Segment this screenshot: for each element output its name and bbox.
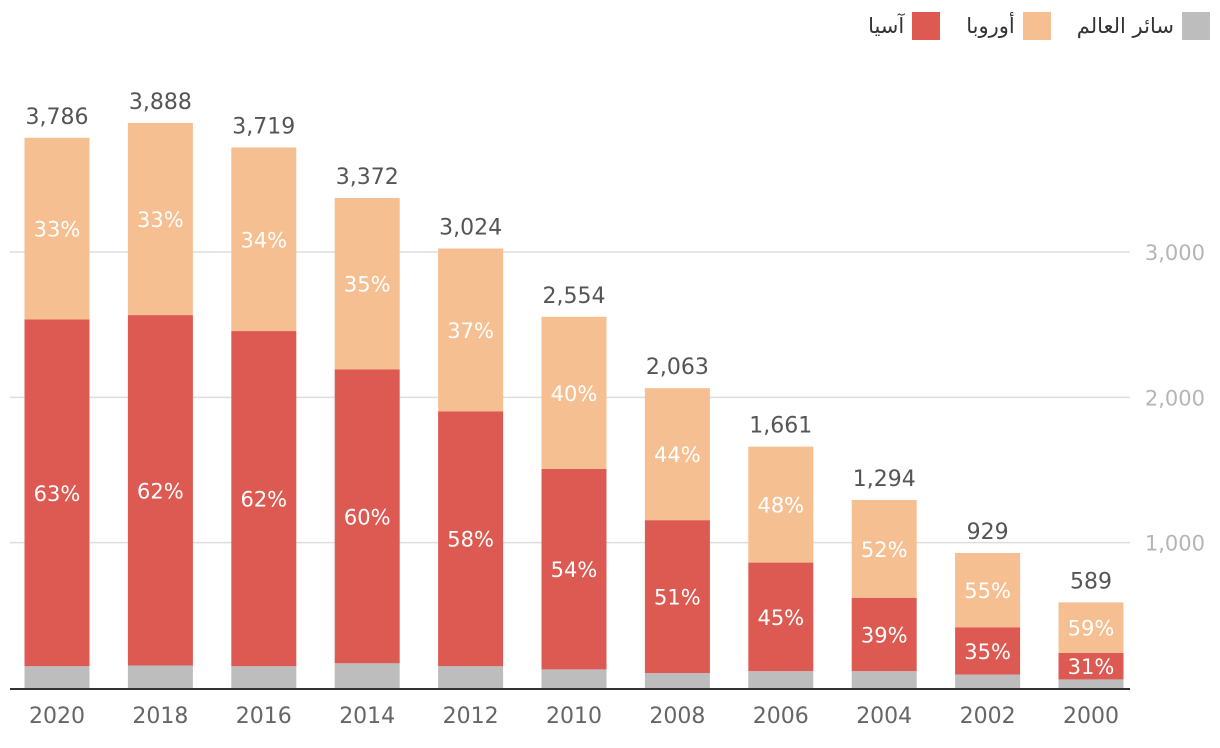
asia-percent-label: 62% bbox=[137, 479, 184, 503]
bar-segment-rest bbox=[438, 666, 504, 688]
bar-segment-europe bbox=[851, 499, 917, 598]
legend-swatch-rest bbox=[1182, 12, 1210, 40]
total-label: 2,063 bbox=[646, 355, 709, 380]
asia-percent-label: 54% bbox=[551, 558, 598, 582]
bar-segment-asia bbox=[1058, 652, 1124, 680]
bar-segment-europe bbox=[24, 137, 90, 320]
x-category-label: 2020 bbox=[29, 704, 85, 729]
bar-segment-rest bbox=[748, 671, 814, 688]
bar-segment-asia bbox=[334, 369, 400, 664]
legend-item-rest: سائر العالم bbox=[1077, 12, 1210, 40]
legend-label-asia: آسيا bbox=[868, 14, 905, 38]
bar-segment-asia bbox=[955, 627, 1021, 675]
legend-swatch-asia bbox=[912, 12, 941, 40]
total-label: 2,554 bbox=[543, 284, 606, 309]
bar-segment-rest bbox=[334, 663, 400, 688]
total-label: 3,372 bbox=[336, 165, 399, 190]
asia-percent-label: 60% bbox=[344, 505, 391, 529]
x-category-label: 2014 bbox=[339, 704, 395, 729]
x-category-label: 2016 bbox=[236, 704, 292, 729]
bar-segment-asia bbox=[748, 562, 814, 672]
bar-segment-europe bbox=[541, 316, 607, 469]
legend-item-europe: أوروبا bbox=[966, 12, 1051, 40]
europe-percent-label: 33% bbox=[137, 208, 184, 232]
europe-percent-label: 35% bbox=[344, 273, 391, 297]
bar-segment-asia bbox=[851, 597, 917, 672]
bar-segment-europe bbox=[127, 122, 193, 316]
bar-segment-asia bbox=[541, 468, 607, 670]
bar-segment-europe bbox=[1058, 602, 1124, 653]
bar-segment-asia bbox=[127, 315, 193, 666]
europe-percent-label: 44% bbox=[654, 443, 701, 467]
total-label: 1,661 bbox=[749, 414, 812, 439]
bar-segment-rest bbox=[24, 666, 90, 688]
asia-percent-label: 58% bbox=[447, 528, 494, 552]
bar-segment-rest bbox=[541, 669, 607, 688]
bar-segment-europe bbox=[955, 552, 1021, 628]
bar-segment-europe bbox=[334, 197, 400, 370]
europe-percent-label: 37% bbox=[447, 319, 494, 343]
x-category-label: 2018 bbox=[132, 704, 188, 729]
europe-percent-label: 33% bbox=[34, 218, 81, 242]
bar-segment-europe bbox=[231, 147, 297, 332]
legend: آسيا أوروبا سائر العالم bbox=[868, 12, 1210, 40]
bar-segment-rest bbox=[955, 674, 1021, 688]
legend-item-asia: آسيا bbox=[868, 12, 941, 40]
asia-percent-label: 31% bbox=[1068, 655, 1115, 679]
legend-swatch-europe bbox=[1022, 12, 1051, 40]
europe-percent-label: 48% bbox=[757, 494, 804, 518]
bar-segment-rest bbox=[851, 671, 917, 688]
europe-percent-label: 40% bbox=[551, 382, 598, 406]
bar-segment-asia bbox=[644, 520, 710, 674]
bar-segment-asia bbox=[24, 319, 90, 667]
legend-label-rest: سائر العالم bbox=[1076, 14, 1174, 38]
x-category-label: 2008 bbox=[649, 704, 705, 729]
total-label: 3,719 bbox=[232, 115, 295, 140]
x-category-label: 2010 bbox=[546, 704, 602, 729]
asia-percent-label: 39% bbox=[861, 623, 908, 647]
total-label: 3,888 bbox=[129, 90, 192, 115]
bar-segment-asia bbox=[438, 411, 504, 667]
total-label: 3,786 bbox=[26, 105, 89, 130]
bar-segment-rest bbox=[127, 665, 193, 688]
asia-percent-label: 62% bbox=[240, 488, 287, 512]
x-category-label: 2006 bbox=[753, 704, 809, 729]
europe-percent-label: 34% bbox=[240, 228, 287, 252]
bar-segment-europe bbox=[438, 248, 504, 412]
bar-segment-asia bbox=[231, 331, 297, 667]
y-tick-label: 2,000 bbox=[1145, 386, 1205, 410]
x-category-label: 2002 bbox=[960, 704, 1016, 729]
asia-percent-label: 35% bbox=[964, 640, 1011, 664]
x-category-label: 2000 bbox=[1063, 704, 1119, 729]
total-label: 929 bbox=[967, 520, 1009, 545]
legend-label-europe: أوروبا bbox=[966, 14, 1015, 38]
total-label: 1,294 bbox=[853, 467, 916, 492]
bar-segment-europe bbox=[748, 446, 814, 563]
bar-segment-rest bbox=[1058, 679, 1124, 688]
x-category-label: 2004 bbox=[856, 704, 912, 729]
y-tick-label: 3,000 bbox=[1145, 241, 1205, 265]
bar-segment-rest bbox=[644, 673, 710, 688]
bar-segment-europe bbox=[644, 388, 710, 521]
asia-percent-label: 45% bbox=[757, 606, 804, 630]
bar-segment-rest bbox=[231, 666, 297, 688]
asia-percent-label: 63% bbox=[34, 482, 81, 506]
europe-percent-label: 52% bbox=[861, 538, 908, 562]
asia-percent-label: 51% bbox=[654, 586, 701, 610]
europe-percent-label: 55% bbox=[964, 579, 1011, 603]
y-tick-label: 1,000 bbox=[1145, 532, 1205, 556]
total-label: 3,024 bbox=[439, 216, 502, 241]
europe-percent-label: 59% bbox=[1068, 617, 1115, 641]
x-category-label: 2012 bbox=[443, 704, 499, 729]
total-label: 589 bbox=[1070, 569, 1112, 594]
